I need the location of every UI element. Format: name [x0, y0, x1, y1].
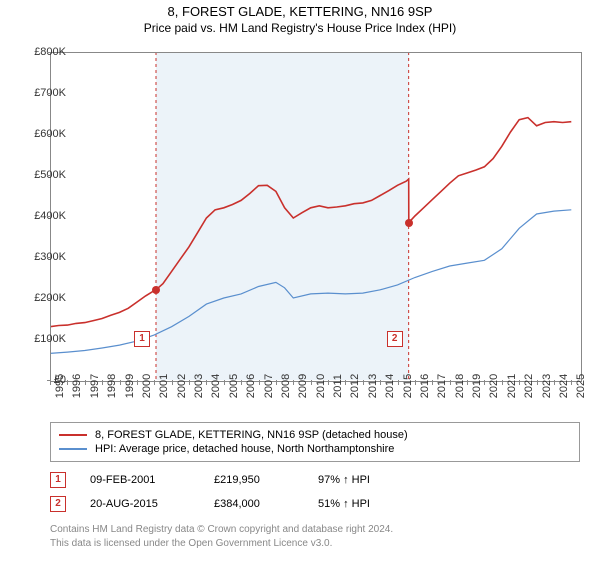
sale-price: £384,000 [214, 498, 294, 510]
x-tick-label: 2018 [454, 374, 466, 398]
x-tick-label: 2021 [506, 374, 518, 398]
sale-price: £219,950 [214, 474, 294, 486]
sale-date: 20-AUG-2015 [90, 498, 190, 510]
chart-marker-box: 1 [134, 331, 150, 347]
x-tick-label: 2015 [402, 374, 414, 398]
chart-marker-dot [405, 219, 413, 227]
legend-label: HPI: Average price, detached house, Nort… [95, 443, 394, 455]
x-tick-label: 2004 [210, 374, 222, 398]
x-tick-label: 2024 [558, 374, 570, 398]
x-tick-label: 2012 [349, 374, 361, 398]
y-tick-label: £700K [22, 87, 66, 99]
x-tick-label: 1999 [124, 374, 136, 398]
sale-pct: 51% ↑ HPI [318, 498, 370, 510]
x-tick-label: 2010 [315, 374, 327, 398]
x-tick-label: 1996 [71, 374, 83, 398]
sale-row-2: 2 20-AUG-2015 £384,000 51% ↑ HPI [50, 496, 580, 512]
axis-frame [50, 52, 582, 382]
legend-swatch-hpi [59, 448, 87, 450]
x-tick-label: 2007 [263, 374, 275, 398]
x-tick-label: 2005 [228, 374, 240, 398]
x-tick-label: 1995 [54, 374, 66, 398]
y-tick-label: £600K [22, 128, 66, 140]
x-tick-label: 2016 [419, 374, 431, 398]
legend-item-property: 8, FOREST GLADE, KETTERING, NN16 9SP (de… [59, 429, 571, 441]
x-tick-label: 2009 [297, 374, 309, 398]
x-tick-label: 2006 [245, 374, 257, 398]
x-tick-label: 2011 [332, 374, 344, 398]
y-tick-label: £200K [22, 292, 66, 304]
x-tick-label: 2002 [176, 374, 188, 398]
x-tick-label: 2022 [523, 374, 535, 398]
y-tick-label: £100K [22, 333, 66, 345]
y-tick-label: £400K [22, 210, 66, 222]
sale-pct: 97% ↑ HPI [318, 474, 370, 486]
legend-label: 8, FOREST GLADE, KETTERING, NN16 9SP (de… [95, 429, 408, 441]
x-tick-label: 2000 [141, 374, 153, 398]
footnote-line1: Contains HM Land Registry data © Crown c… [50, 524, 580, 535]
x-tick-label: 2013 [367, 374, 379, 398]
legend-box: 8, FOREST GLADE, KETTERING, NN16 9SP (de… [50, 422, 580, 462]
x-tick-label: 2001 [158, 374, 170, 398]
y-tick-label: £500K [22, 169, 66, 181]
x-tick-label: 2003 [193, 374, 205, 398]
chart-title: 8, FOREST GLADE, KETTERING, NN16 9SP [0, 4, 600, 19]
footnote-line2: This data is licensed under the Open Gov… [50, 538, 580, 549]
chart-marker-dot [152, 286, 160, 294]
x-tick-label: 2008 [280, 374, 292, 398]
sale-date: 09-FEB-2001 [90, 474, 190, 486]
chart-subtitle: Price paid vs. HM Land Registry's House … [0, 21, 600, 35]
x-tick-label: 1997 [89, 374, 101, 398]
chart-container: { "title": "8, FOREST GLADE, KETTERING, … [0, 4, 600, 564]
x-tick-label: 2014 [384, 374, 396, 398]
y-tick-label: £300K [22, 251, 66, 263]
x-tick-label: 1998 [106, 374, 118, 398]
legend-swatch-property [59, 434, 87, 436]
x-tick-label: 2020 [488, 374, 500, 398]
chart-marker-box: 2 [387, 331, 403, 347]
x-tick-label: 2025 [575, 374, 587, 398]
x-tick-label: 2017 [436, 374, 448, 398]
legend-item-hpi: HPI: Average price, detached house, Nort… [59, 443, 571, 455]
sale-row-1: 1 09-FEB-2001 £219,950 97% ↑ HPI [50, 472, 580, 488]
x-tick-label: 2023 [541, 374, 553, 398]
y-tick-label: £800K [22, 46, 66, 58]
x-tick-label: 2019 [471, 374, 483, 398]
sale-marker-icon: 1 [50, 472, 66, 488]
sale-marker-icon: 2 [50, 496, 66, 512]
